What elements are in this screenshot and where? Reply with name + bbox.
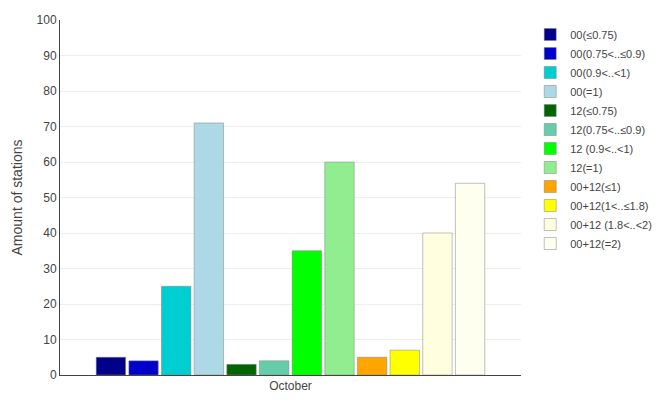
svg-text:80: 80 (43, 84, 57, 98)
svg-text:00(0.9<..<1): 00(0.9<..<1) (570, 67, 630, 79)
svg-text:90: 90 (43, 49, 57, 63)
svg-text:Amount of stations: Amount of stations (9, 140, 25, 256)
svg-text:12(≤0.75): 12(≤0.75) (570, 105, 617, 117)
svg-text:20: 20 (43, 297, 57, 311)
svg-text:00(=1): 00(=1) (570, 86, 602, 98)
svg-text:40: 40 (43, 226, 57, 240)
svg-text:00(0.75<..≤0.9): 00(0.75<..≤0.9) (570, 48, 645, 60)
svg-text:00+12(≤1): 00+12(≤1) (570, 181, 620, 193)
svg-text:30: 30 (43, 262, 57, 276)
svg-text:100: 100 (37, 13, 57, 27)
svg-text:12(=1): 12(=1) (570, 162, 602, 174)
svg-text:00(≤0.75): 00(≤0.75) (570, 29, 617, 41)
svg-text:00+12(1<..≤1.8): 00+12(1<..≤1.8) (570, 200, 648, 212)
svg-text:50: 50 (43, 191, 57, 205)
svg-text:0: 0 (50, 368, 57, 382)
svg-text:10: 10 (43, 333, 57, 347)
svg-text:00+12(=2): 00+12(=2) (570, 238, 621, 250)
svg-text:12 (0.9<..<1): 12 (0.9<..<1) (570, 143, 633, 155)
svg-text:70: 70 (43, 120, 57, 134)
svg-text:00+12 (1.8<..<2): 00+12 (1.8<..<2) (570, 219, 652, 231)
svg-text:12(0.75<..≤0.9): 12(0.75<..≤0.9) (570, 124, 645, 136)
svg-text:60: 60 (43, 155, 57, 169)
svg-text:October: October (269, 379, 312, 393)
